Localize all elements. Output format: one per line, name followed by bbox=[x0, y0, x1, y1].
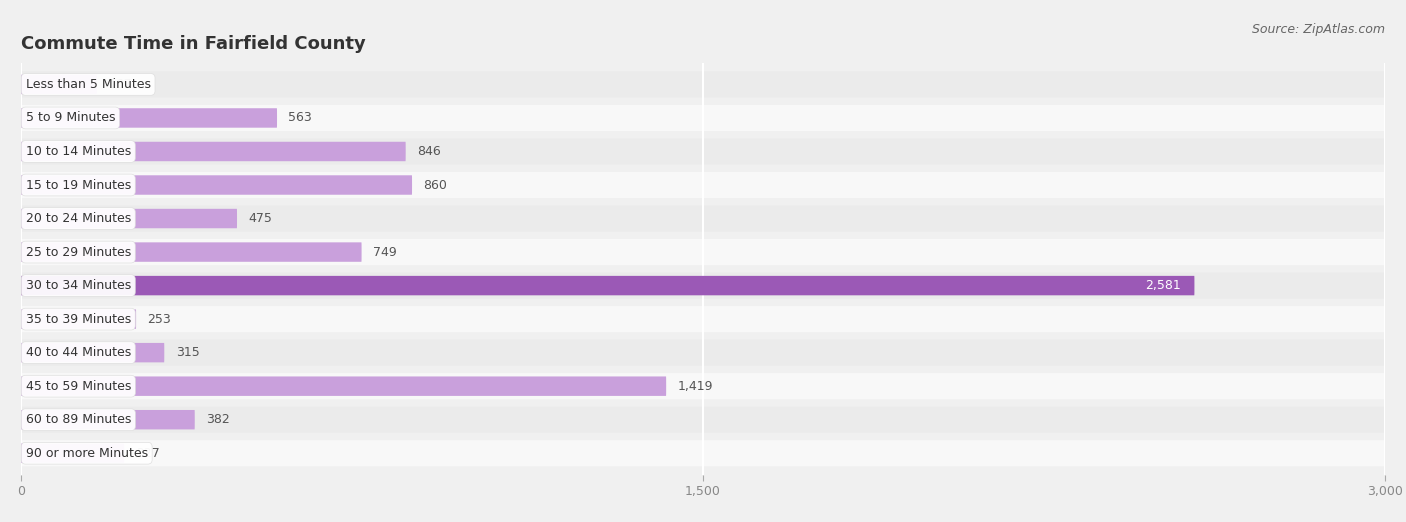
Text: 563: 563 bbox=[288, 112, 312, 124]
FancyBboxPatch shape bbox=[21, 373, 1385, 399]
FancyBboxPatch shape bbox=[21, 172, 1385, 198]
Text: 5 to 9 Minutes: 5 to 9 Minutes bbox=[25, 112, 115, 124]
FancyBboxPatch shape bbox=[21, 239, 1385, 265]
Text: 2,581: 2,581 bbox=[1144, 279, 1181, 292]
Text: 167: 167 bbox=[108, 78, 132, 91]
Text: 10 to 14 Minutes: 10 to 14 Minutes bbox=[25, 145, 131, 158]
FancyBboxPatch shape bbox=[21, 138, 1385, 164]
Text: Less than 5 Minutes: Less than 5 Minutes bbox=[25, 78, 150, 91]
FancyBboxPatch shape bbox=[21, 105, 1385, 131]
Text: 60 to 89 Minutes: 60 to 89 Minutes bbox=[25, 413, 131, 426]
FancyBboxPatch shape bbox=[21, 340, 1385, 366]
Text: 749: 749 bbox=[373, 245, 396, 258]
Text: 35 to 39 Minutes: 35 to 39 Minutes bbox=[25, 313, 131, 326]
FancyBboxPatch shape bbox=[21, 343, 165, 362]
Text: 475: 475 bbox=[249, 212, 273, 225]
FancyBboxPatch shape bbox=[21, 306, 1385, 332]
FancyBboxPatch shape bbox=[21, 242, 361, 262]
FancyBboxPatch shape bbox=[21, 206, 1385, 232]
FancyBboxPatch shape bbox=[21, 440, 1385, 466]
Text: 15 to 19 Minutes: 15 to 19 Minutes bbox=[25, 179, 131, 192]
Text: 253: 253 bbox=[148, 313, 172, 326]
Text: 227: 227 bbox=[135, 447, 159, 460]
Text: 846: 846 bbox=[418, 145, 441, 158]
Text: 25 to 29 Minutes: 25 to 29 Minutes bbox=[25, 245, 131, 258]
Text: 20 to 24 Minutes: 20 to 24 Minutes bbox=[25, 212, 131, 225]
Text: 30 to 34 Minutes: 30 to 34 Minutes bbox=[25, 279, 131, 292]
FancyBboxPatch shape bbox=[21, 407, 1385, 433]
Text: 40 to 44 Minutes: 40 to 44 Minutes bbox=[25, 346, 131, 359]
FancyBboxPatch shape bbox=[21, 72, 1385, 98]
FancyBboxPatch shape bbox=[21, 108, 277, 128]
Text: 45 to 59 Minutes: 45 to 59 Minutes bbox=[25, 379, 131, 393]
FancyBboxPatch shape bbox=[21, 142, 406, 161]
FancyBboxPatch shape bbox=[21, 272, 1385, 299]
Text: 90 or more Minutes: 90 or more Minutes bbox=[25, 447, 148, 460]
Text: 382: 382 bbox=[207, 413, 229, 426]
Text: Commute Time in Fairfield County: Commute Time in Fairfield County bbox=[21, 35, 366, 53]
FancyBboxPatch shape bbox=[21, 410, 195, 430]
Text: 860: 860 bbox=[423, 179, 447, 192]
Text: Source: ZipAtlas.com: Source: ZipAtlas.com bbox=[1251, 23, 1385, 37]
FancyBboxPatch shape bbox=[21, 209, 238, 228]
Text: 1,419: 1,419 bbox=[678, 379, 713, 393]
Text: 315: 315 bbox=[176, 346, 200, 359]
FancyBboxPatch shape bbox=[21, 75, 97, 94]
FancyBboxPatch shape bbox=[21, 276, 1195, 295]
FancyBboxPatch shape bbox=[21, 175, 412, 195]
FancyBboxPatch shape bbox=[21, 444, 124, 463]
FancyBboxPatch shape bbox=[21, 376, 666, 396]
FancyBboxPatch shape bbox=[21, 310, 136, 329]
